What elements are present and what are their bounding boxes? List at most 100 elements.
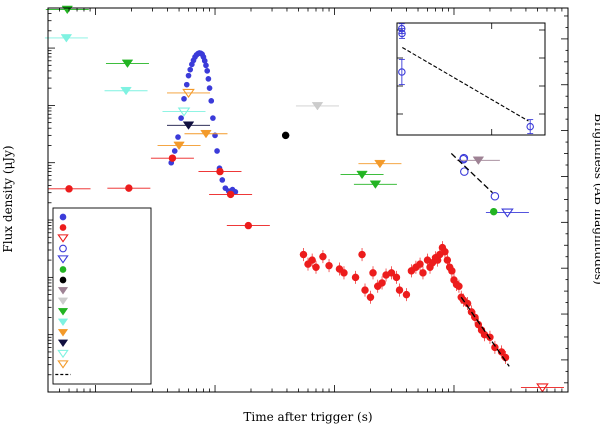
data-point: [125, 184, 133, 192]
y-axis-title: Flux density (μJy): [1, 145, 15, 252]
data-point: [340, 269, 348, 277]
data-point: [206, 85, 213, 91]
data-point: [459, 153, 469, 163]
data-point: [299, 250, 308, 259]
data-point: [448, 267, 456, 275]
data-point: [185, 72, 192, 79]
data-point: [325, 261, 333, 270]
data-point: [460, 167, 469, 176]
data-point: [182, 121, 195, 130]
series-xrt-ic-band-ul: [295, 102, 339, 111]
legend-marker: [57, 349, 69, 359]
series-b-band-uls: [44, 34, 148, 96]
data-point: [472, 156, 485, 165]
data-point: [216, 167, 224, 176]
legend-marker: [57, 308, 69, 316]
data-point: [281, 131, 290, 140]
data-point: [178, 115, 184, 121]
data-point: [182, 88, 195, 99]
data-point: [311, 102, 324, 111]
data-point: [536, 383, 549, 393]
data-point: [366, 293, 375, 301]
data-point: [374, 159, 386, 169]
data-point: [219, 177, 226, 183]
series-xrt-data-pc-mode: [47, 154, 510, 365]
inset-plot: [396, 22, 546, 136]
data-point: [60, 34, 73, 43]
data-point: [490, 191, 500, 201]
data-point: [187, 66, 194, 73]
series-anu-i-band: [281, 131, 290, 140]
axes-layer: [47, 7, 569, 393]
series-xrt-data-wt-mode: [168, 50, 239, 195]
inset-data-point: [398, 68, 406, 76]
data-point: [214, 148, 220, 154]
data-point: [351, 273, 360, 282]
data-point: [501, 208, 514, 218]
data-point: [203, 62, 209, 69]
data-point: [369, 269, 377, 277]
data-point: [416, 260, 424, 268]
data-point: [168, 154, 177, 162]
data-point: [65, 185, 73, 193]
series-uvot-v-band-ul: [167, 88, 211, 99]
data-point: [356, 170, 368, 180]
data-point: [395, 286, 404, 294]
series-r-band-uls: [45, 5, 397, 189]
inset-data-point: [526, 122, 534, 131]
data-point: [308, 256, 316, 264]
series-xrt-pc-mode-ul: [520, 383, 564, 393]
data-point: [392, 273, 401, 282]
legend-marker: [59, 213, 67, 221]
data-point: [443, 256, 452, 264]
data-point: [171, 148, 178, 154]
legend-marker: [57, 297, 69, 306]
data-point: [441, 248, 449, 256]
legend-marker: [57, 329, 69, 337]
inset-fit-line: [402, 47, 529, 122]
series-v-band-uls: [157, 129, 402, 169]
data-point: [387, 269, 396, 277]
legend-marker: [57, 339, 69, 348]
series-p60-i-band-ul: [456, 156, 500, 165]
power-law-fit-line: [460, 296, 510, 367]
series-uvot-u-band-ul: [167, 121, 211, 130]
series-tng-i-band: [459, 153, 500, 201]
data-point: [369, 180, 382, 189]
data-point: [378, 279, 386, 287]
data-point: [175, 134, 181, 140]
inset-data-point: [398, 29, 406, 38]
legend-marker: [59, 276, 67, 284]
legend-marker: [59, 244, 67, 253]
data-point: [244, 221, 253, 230]
data-point: [200, 129, 212, 139]
data-point: [226, 190, 235, 199]
data-point: [358, 250, 366, 259]
y-axis-right-title: Brightness (AB magnitudes): [592, 113, 600, 285]
legend-marker: [57, 255, 69, 264]
series-uvot-b-band-ul: [162, 107, 206, 117]
data-point: [210, 115, 216, 121]
power-law-fit-line: [450, 152, 493, 194]
data-point: [120, 86, 132, 96]
data-point: [489, 207, 498, 216]
main-plot-area: [44, 5, 564, 393]
legend-marker: [57, 234, 69, 243]
data-point: [455, 282, 463, 290]
data-point: [183, 81, 190, 88]
x-axis-title: Time after trigger (s): [243, 410, 372, 424]
legend-box: [52, 207, 152, 385]
inset-frame: [396, 22, 546, 136]
legend-marker: [57, 360, 69, 369]
data-point: [173, 141, 185, 151]
data-point: [181, 96, 187, 102]
legend: [52, 207, 152, 385]
data-point: [491, 343, 499, 352]
data-point: [205, 76, 212, 82]
legend-marker: [57, 318, 69, 327]
data-point: [319, 252, 327, 261]
data-point: [177, 107, 191, 117]
legend-marker: [59, 224, 67, 231]
data-point: [419, 269, 427, 277]
